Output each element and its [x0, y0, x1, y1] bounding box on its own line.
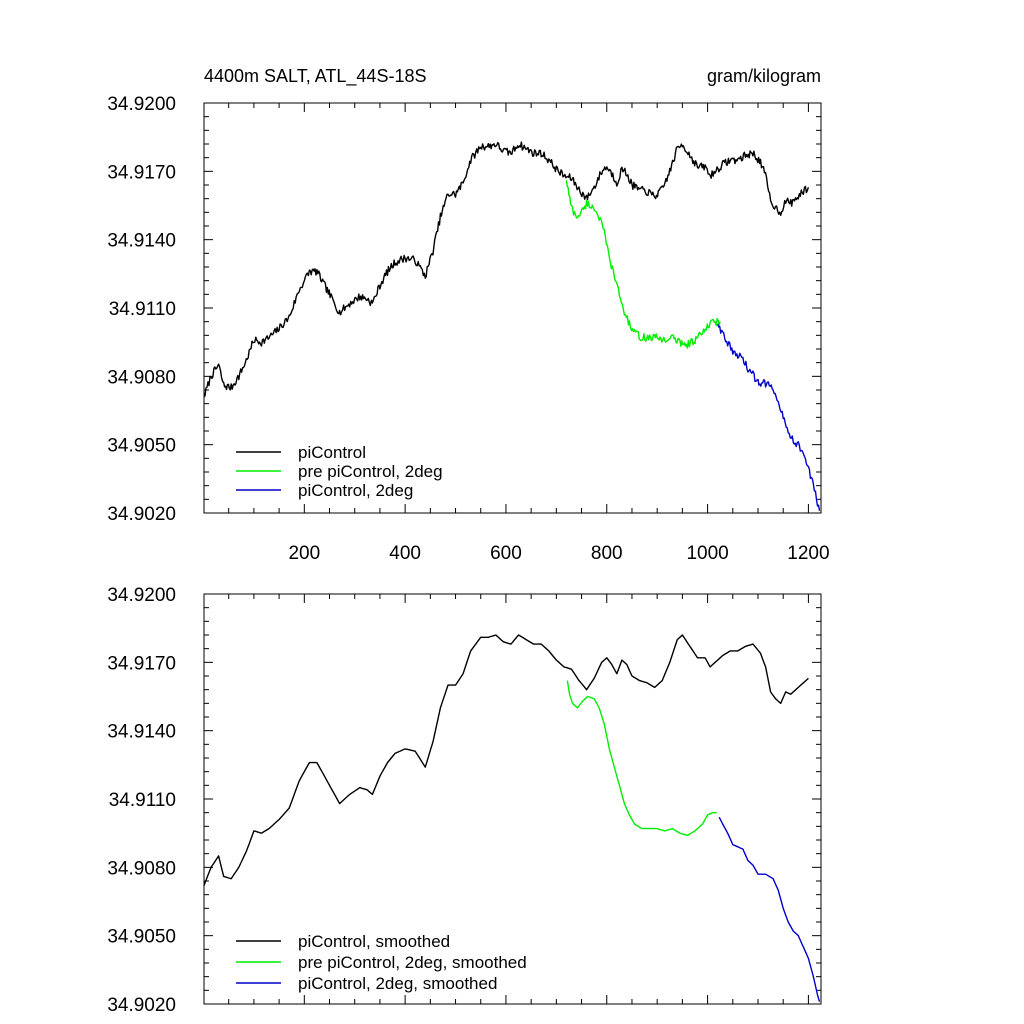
series-line-picontrol-2deg-smoothed: [718, 816, 821, 1002]
series-line-pre-picontrol-2deg: [565, 180, 721, 349]
y-tick-label: 34.9080: [107, 367, 176, 388]
y-tick-label: 34.9170: [107, 653, 176, 674]
x-tick-label: 1200: [787, 543, 829, 564]
x-tick-label: 400: [389, 543, 421, 564]
y-tick-label: 34.9020: [107, 995, 176, 1016]
y-tick-label: 34.9110: [109, 790, 176, 811]
x-tick-label: 800: [591, 543, 623, 564]
legend: piControl pre piControl, 2deg piControl,…: [236, 443, 443, 500]
y-tick-label: 34.9200: [107, 94, 176, 115]
y-tick-label: 34.9140: [107, 722, 176, 743]
top-panel-title: 4400m SALT, ATL_44S-18S: [204, 66, 426, 87]
plot-frame: [203, 102, 822, 514]
y-tick-labels: 34.9020 34.9050 34.9080 34.9110 34.9140 34.91…: [107, 585, 176, 1016]
axis-ticks: [204, 102, 821, 514]
legend-label-picontrol-smoothed: piControl, smoothed: [298, 932, 450, 951]
y-tick-label: 34.9200: [107, 585, 176, 606]
y-tick-label: 34.9050: [107, 436, 176, 457]
bottom-panel: 34.9020 34.9050 34.9080 34.9110 34.9140 34.91…: [107, 585, 822, 1016]
top-panel: 4400m SALT, ATL_44S-18S gram/kilogram 34…: [107, 66, 829, 564]
legend-label-picontrol: piControl: [298, 443, 366, 462]
series-line-picontrol-2deg: [717, 323, 821, 511]
axis-ticks: [204, 593, 821, 1005]
y-tick-label: 34.9050: [107, 927, 176, 948]
x-tick-label: 200: [288, 543, 320, 564]
legend-label-picontrol-2deg: piControl, 2deg: [298, 481, 413, 500]
top-panel-units: gram/kilogram: [707, 66, 821, 86]
series-line-picontrol: [203, 141, 810, 398]
legend-label-pre-picontrol-2deg-smoothed: pre piControl, 2deg, smoothed: [298, 953, 527, 972]
series-line-picontrol-smoothed: [203, 634, 809, 886]
y-tick-label: 34.9020: [107, 504, 176, 525]
x-tick-labels: 200 400 600 800 1000 1200: [288, 543, 829, 564]
legend-label-pre-picontrol-2deg: pre piControl, 2deg: [298, 462, 443, 481]
series-lines: [203, 634, 821, 1002]
y-tick-label: 34.9140: [107, 231, 176, 252]
y-tick-label: 34.9170: [107, 162, 176, 183]
y-tick-labels: 34.9020 34.9050 34.9080 34.9110 34.9140 34.91…: [107, 94, 176, 525]
legend-label-picontrol-2deg-smoothed: piControl, 2deg, smoothed: [298, 974, 497, 993]
plot-frame: [203, 593, 822, 1005]
series-lines: [203, 141, 821, 511]
legend: piControl, smoothed pre piControl, 2deg,…: [236, 932, 527, 993]
x-tick-label: 600: [490, 543, 522, 564]
series-line-pre-picontrol-2deg-smoothed: [566, 680, 717, 837]
y-tick-label: 34.9080: [107, 858, 176, 879]
y-tick-label: 34.9110: [109, 299, 176, 320]
x-tick-label: 1000: [686, 543, 728, 564]
